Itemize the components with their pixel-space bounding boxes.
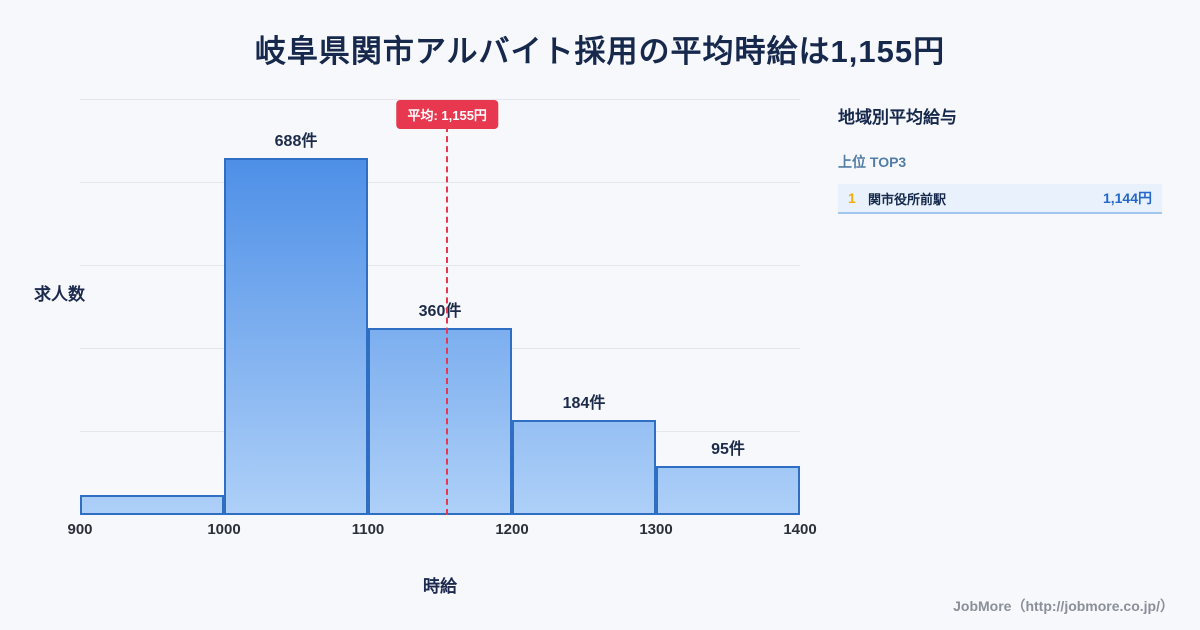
x-tick-label: 900 <box>67 521 93 538</box>
bar-value-label: 184件 <box>562 395 606 412</box>
x-tick-label: 1200 <box>495 521 529 538</box>
x-tick-label: 1000 <box>207 521 241 538</box>
rank-station-name: 関市役所前駅 <box>868 191 947 207</box>
side-panel-subtitle: 上位 TOP3 <box>838 154 907 170</box>
average-badge: 平均: 1,155円 <box>396 100 498 129</box>
bar-900-1000 <box>80 495 224 515</box>
gridline <box>80 182 800 183</box>
bar-1300-1400 <box>656 466 800 515</box>
average-line <box>446 126 449 515</box>
rank-wage-value: 1,144円 <box>1102 190 1152 206</box>
gridline <box>80 265 800 266</box>
x-tick-label: 1100 <box>351 521 385 538</box>
ranking-row: 1 関市役所前駅 1,144円 <box>838 184 1162 214</box>
footer-credit: JobMore（http://jobmore.co.jp/） <box>953 598 1174 614</box>
bar-value-label: 95件 <box>711 441 745 458</box>
page-title: 岐阜県関市アルバイト採用の平均時給は1,155円 <box>254 34 946 69</box>
rank-number: 1 <box>848 190 856 206</box>
bar-1200-1300 <box>512 420 656 515</box>
bar-1100-1200 <box>368 328 512 515</box>
side-panel: 地域別平均給与 上位 TOP3 1 関市役所前駅 1,144円 <box>838 103 1162 214</box>
bar-value-label: 688件 <box>274 133 318 150</box>
bar-value-label: 360件 <box>418 303 462 320</box>
histogram-plot-area: 平均: 1,155円 688件 360件 184件 95件 900 1000 1100 120… <box>67 99 817 538</box>
x-axis-label: 時給 <box>423 577 457 596</box>
y-axis-label: 求人数 <box>34 285 85 304</box>
bar-1000-1100 <box>224 158 368 515</box>
x-tick-label: 1400 <box>783 521 817 538</box>
x-tick-label: 1300 <box>639 521 673 538</box>
gridline <box>80 99 800 100</box>
side-panel-title: 地域別平均給与 <box>838 108 957 127</box>
